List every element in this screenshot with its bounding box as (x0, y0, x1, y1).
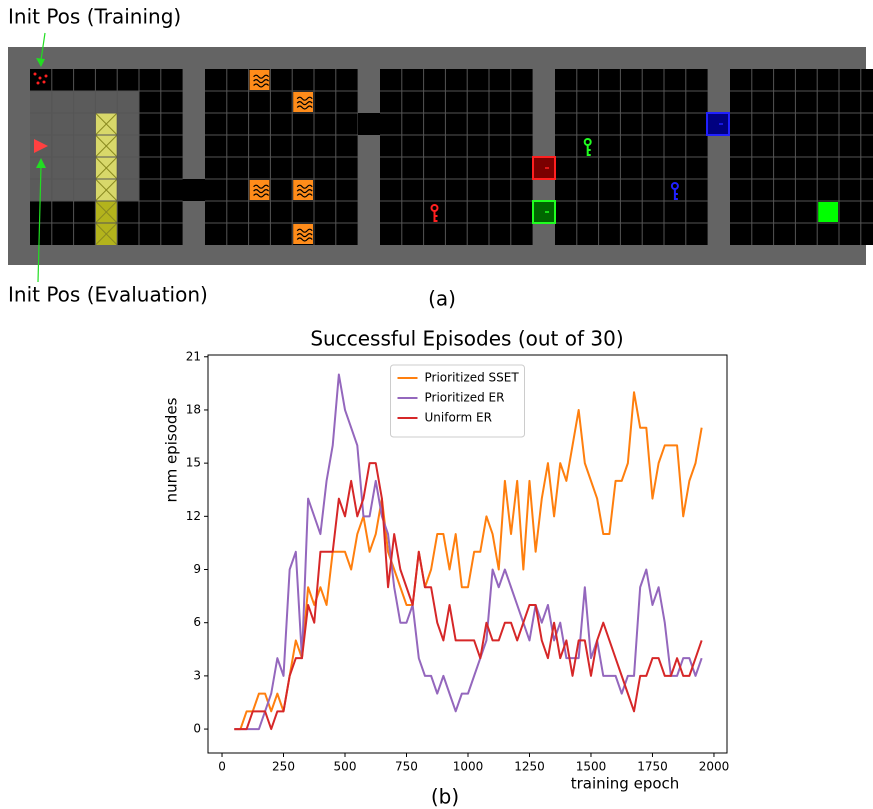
y-tick-label: 3 (193, 668, 201, 682)
locked-door (706, 112, 730, 136)
x-tick-label: 1750 (637, 760, 668, 774)
lava-wave (296, 233, 313, 238)
y-tick-label: 6 (193, 615, 201, 629)
goal (818, 202, 838, 222)
door (182, 179, 205, 201)
lava-wave (253, 74, 270, 79)
arrow-head (36, 58, 45, 67)
lava-wave (296, 193, 313, 198)
tile-cross (95, 112, 118, 136)
training-marker (33, 72, 37, 76)
training-marker (38, 76, 42, 80)
x-tick-label: 500 (334, 760, 357, 774)
training-marker (42, 80, 46, 84)
y-tick-label: 12 (186, 509, 201, 523)
lava-wave (296, 228, 313, 233)
x-tick-label: 250 (272, 760, 295, 774)
x-tick-label: 1500 (576, 760, 607, 774)
legend-label: Prioritized SSET (425, 371, 520, 385)
lava-wave (296, 237, 313, 242)
x-tick-label: 750 (395, 760, 418, 774)
training-marker (36, 81, 40, 85)
series-line (234, 462, 703, 731)
y-tick-label: 15 (186, 456, 201, 470)
lava-wave (253, 189, 270, 194)
tile-cross (95, 222, 118, 246)
key (673, 189, 678, 200)
key (433, 211, 438, 222)
y-axis-label: num episodes (163, 397, 181, 502)
caption-b: (b) (431, 785, 459, 809)
lava-wave (253, 193, 270, 198)
lava-wave (253, 83, 270, 88)
x-tick-label: 1000 (453, 760, 484, 774)
tile-cross (95, 134, 118, 158)
legend-label: Uniform ER (425, 411, 492, 425)
series-line (234, 373, 703, 731)
x-axis-label: training epoch (571, 775, 680, 793)
caption-a: (a) (428, 287, 456, 311)
evaluation-annotation: Init Pos (Evaluation) (8, 283, 208, 307)
tile-cross (95, 200, 118, 224)
y-tick-label: 18 (186, 402, 201, 416)
agent (34, 139, 48, 153)
y-tick-label: 0 (193, 722, 201, 736)
key (586, 145, 591, 156)
y-tick-label: 9 (193, 562, 201, 576)
agent-view (30, 91, 139, 201)
lava-wave (253, 184, 270, 189)
series-line (234, 391, 703, 731)
x-tick-label: 1250 (514, 760, 545, 774)
legend-label: Prioritized ER (425, 391, 505, 405)
arrow (37, 165, 42, 283)
plot-frame (207, 354, 728, 754)
lava-wave (296, 184, 313, 189)
tile-cross (95, 156, 118, 180)
lava-wave (296, 189, 313, 194)
locked-door (532, 200, 556, 224)
lava-wave (296, 101, 313, 106)
lava-wave (296, 105, 313, 110)
training-annotation: Init Pos (Training) (8, 5, 181, 29)
x-tick-label: 2000 (699, 760, 730, 774)
x-tick-label: 0 (218, 760, 226, 774)
arrow (40, 32, 46, 61)
training-marker (44, 74, 48, 78)
y-tick-label: 21 (186, 349, 201, 363)
tile-cross (95, 178, 118, 202)
locked-door (532, 156, 556, 180)
chart-title: Successful Episodes (out of 30) (310, 327, 623, 351)
door (358, 113, 380, 135)
legend-box (390, 364, 525, 438)
arrow-head (36, 158, 46, 168)
lava-wave (296, 96, 313, 101)
lava-wave (253, 79, 270, 84)
